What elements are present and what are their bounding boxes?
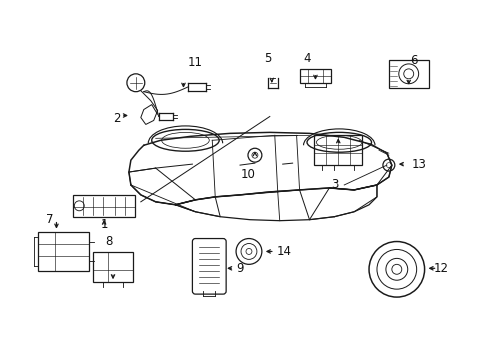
Text: 10: 10 [240,167,255,181]
Text: 7: 7 [46,213,53,226]
Text: 11: 11 [187,57,203,69]
Text: 4: 4 [303,53,311,66]
Text: 2: 2 [113,112,121,125]
Text: 1: 1 [100,218,108,231]
Text: 12: 12 [433,262,448,275]
Text: 6: 6 [409,54,417,67]
Text: 5: 5 [264,53,271,66]
Text: 3: 3 [331,179,338,192]
Text: 14: 14 [276,245,290,258]
Text: 8: 8 [105,235,113,248]
Text: 13: 13 [410,158,425,171]
Text: 9: 9 [236,262,244,275]
